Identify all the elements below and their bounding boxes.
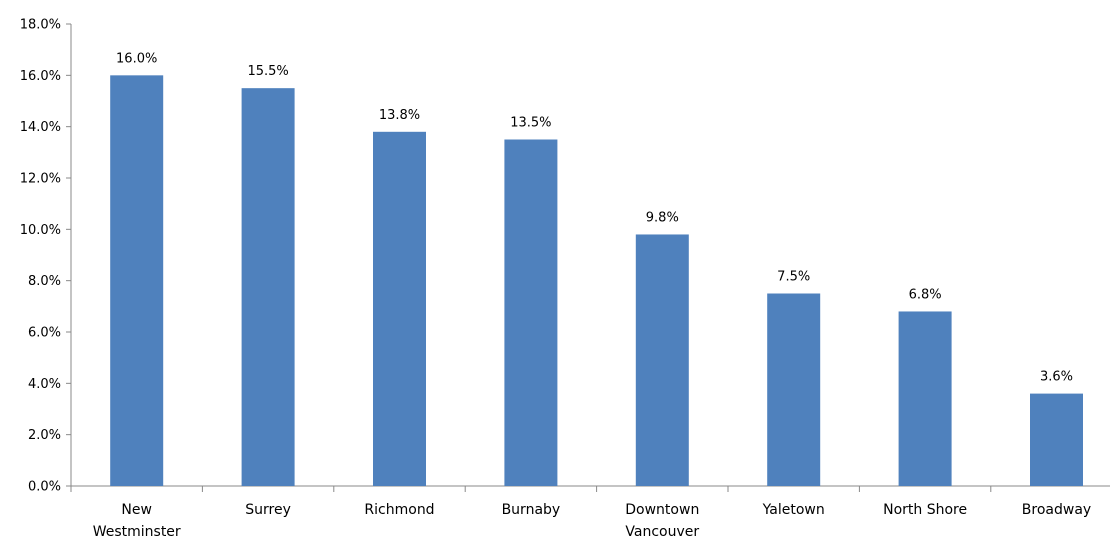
bar [504,139,558,486]
x-category-label: Broadway [1022,502,1091,518]
x-category-label: Richmond [364,502,434,518]
x-category-label-line: Westminster [93,524,181,540]
bar [241,88,295,487]
y-tick-label: 8.0% [28,274,61,289]
x-category-label-line: Downtown [625,502,699,518]
data-labels: 16.0% 15.5% 13.8% 13.5% 9.8% 7.5% 6.8% 3.6% [116,51,1073,384]
bar-value-label: 9.8% [646,210,679,225]
bar-value-label: 7.5% [777,270,810,285]
x-category-label: Burnaby [502,502,561,518]
y-tick-label: 18.0% [20,18,61,33]
y-tick-label: 16.0% [20,69,61,84]
bar-value-label: 15.5% [247,64,288,79]
bar [1030,393,1083,486]
x-category-label: Yaletown [762,502,825,518]
x-category-label: New Westminster [93,502,181,540]
y-tick-label: 14.0% [20,120,61,135]
y-tick-label: 10.0% [20,223,61,238]
y-tick-label: 2.0% [28,428,61,443]
x-category-label: North Shore [883,502,967,518]
y-tick-label: 12.0% [20,172,61,187]
x-category-label-line: New [121,502,152,518]
bar [110,75,164,486]
bar-value-label: 13.8% [379,108,420,123]
bar-value-label: 13.5% [510,116,551,131]
bars [110,75,1083,487]
bar-value-label: 6.8% [909,287,942,302]
bar [767,293,821,486]
bar [373,131,426,487]
x-category-label-line: Surrey [245,502,291,518]
x-category-label-line: Yaletown [762,502,825,518]
x-axis: New Westminster Surrey Richmond Burnaby Downt… [70,485,1110,540]
bar-value-label: 3.6% [1040,370,1073,385]
y-tick-label: 0.0% [28,480,61,495]
y-axis: 0.0% 2.0% 4.0% 6.0% 8.0% 10.0% 12.0% 14.0% 16.0%… [20,18,72,495]
x-category-label: Surrey [245,502,291,518]
bar [635,234,689,486]
x-category-label-line: Richmond [364,502,434,518]
y-tick-label: 6.0% [28,326,61,341]
x-category-label-line: North Shore [883,502,967,518]
bar [898,311,952,486]
x-category-label: Downtown Vancouver [625,502,699,540]
x-category-label-line: Vancouver [625,524,699,540]
x-category-label-line: Burnaby [502,502,561,518]
bar-value-label: 16.0% [116,51,157,66]
x-category-label-line: Broadway [1022,502,1091,518]
y-tick-label: 4.0% [28,377,61,392]
